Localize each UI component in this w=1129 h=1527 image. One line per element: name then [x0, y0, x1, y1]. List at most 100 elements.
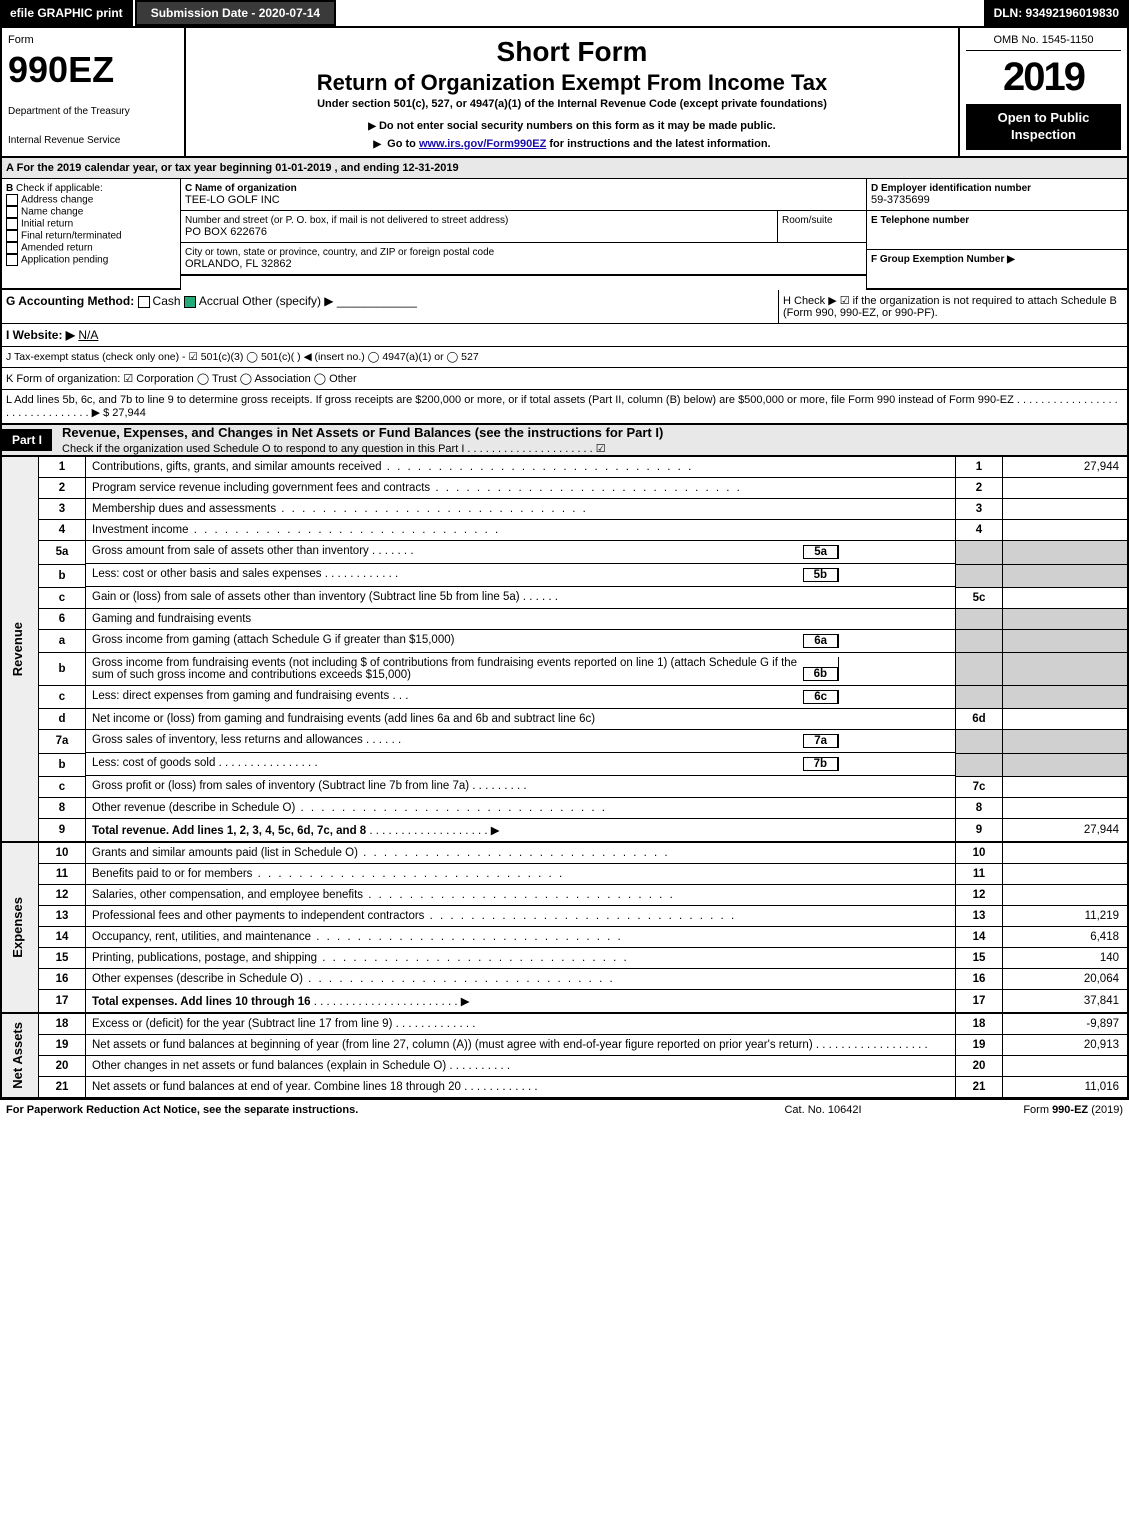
- line-i: I Website: ▶ N/A: [0, 324, 1129, 347]
- side-13: 13: [956, 905, 1003, 926]
- txt-19: Net assets or fund balances at beginning…: [86, 1034, 956, 1055]
- k-text: K Form of organization: ☑ Corporation ◯ …: [2, 368, 1127, 389]
- g-other: Other (specify): [242, 294, 321, 308]
- txt-11: Benefits paid to or for members: [86, 863, 956, 884]
- form-header: Form 990EZ Department of the Treasury In…: [0, 28, 1129, 158]
- chk-accrual[interactable]: [184, 296, 196, 308]
- chk-address[interactable]: [6, 194, 18, 206]
- num-13: 13: [39, 905, 86, 926]
- part1-checknote: Check if the organization used Schedule …: [62, 443, 606, 455]
- row-9: 9 Total revenue. Add lines 1, 2, 3, 4, 5…: [1, 818, 1128, 842]
- row-5a: 5a Gross amount from sale of assets othe…: [1, 541, 1128, 565]
- row-6c: c Less: direct expenses from gaming and …: [1, 686, 1128, 709]
- chk-initial[interactable]: [6, 218, 18, 230]
- side-12: 12: [956, 884, 1003, 905]
- txt-3: Membership dues and assessments: [86, 499, 956, 520]
- row-21: 21 Net assets or fund balances at end of…: [1, 1076, 1128, 1098]
- side-6d: 6d: [956, 709, 1003, 730]
- amt-5b: [1003, 564, 1129, 587]
- side-5b: [956, 564, 1003, 587]
- txt-8: Other revenue (describe in Schedule O): [86, 797, 956, 818]
- footer-right: Form 990-EZ (2019): [923, 1104, 1123, 1116]
- amt-6a: [1003, 629, 1129, 653]
- j-text: J Tax-exempt status (check only one) - ☑…: [2, 347, 1127, 367]
- row-16: 16 Other expenses (describe in Schedule …: [1, 968, 1128, 989]
- amt-7b: [1003, 753, 1129, 776]
- opt-name: Name change: [21, 207, 83, 218]
- num-16: 16: [39, 968, 86, 989]
- num-7a: 7a: [39, 730, 86, 754]
- side-6b: [956, 653, 1003, 686]
- num-7c: c: [39, 776, 86, 797]
- g-accrual: Accrual: [199, 294, 239, 308]
- chk-cash[interactable]: [138, 296, 150, 308]
- ssn-warning: Do not enter social security numbers on …: [192, 120, 952, 132]
- side-6c: [956, 686, 1003, 709]
- txt-6: Gaming and fundraising events: [86, 608, 956, 629]
- efile-print-button[interactable]: efile GRAPHIC print: [0, 0, 135, 26]
- amt-6b: [1003, 653, 1129, 686]
- num-12: 12: [39, 884, 86, 905]
- f-group-label: F Group Exemption Number ▶: [871, 254, 1123, 265]
- num-17: 17: [39, 989, 86, 1013]
- tax-year: 2019: [966, 55, 1121, 100]
- goto-suffix: for instructions and the latest informat…: [549, 138, 770, 150]
- g-cash: Cash: [153, 294, 181, 308]
- side-18: 18: [956, 1013, 1003, 1035]
- row-4: 4 Investment income 4: [1, 520, 1128, 541]
- row-13: 13 Professional fees and other payments …: [1, 905, 1128, 926]
- part1-title: Revenue, Expenses, and Changes in Net As…: [52, 425, 1127, 455]
- row-19: 19 Net assets or fund balances at beginn…: [1, 1034, 1128, 1055]
- txt-7b: Less: cost of goods sold . . . . . . . .…: [86, 753, 955, 776]
- org-name: TEE-LO GOLF INC: [185, 194, 862, 206]
- amt-13: 11,219: [1003, 905, 1129, 926]
- chk-final[interactable]: [6, 230, 18, 242]
- txt-6d: Net income or (loss) from gaming and fun…: [86, 709, 956, 730]
- side-5c: 5c: [956, 587, 1003, 608]
- amt-14: 6,418: [1003, 926, 1129, 947]
- city-label: City or town, state or province, country…: [185, 247, 862, 258]
- side-14: 14: [956, 926, 1003, 947]
- row-15: 15 Printing, publications, postage, and …: [1, 947, 1128, 968]
- txt-7c: Gross profit or (loss) from sales of inv…: [86, 776, 956, 797]
- website-value: N/A: [78, 328, 98, 342]
- irs-link[interactable]: www.irs.gov/Form990EZ: [419, 138, 546, 150]
- street-label: Number and street (or P. O. box, if mail…: [185, 215, 773, 226]
- chk-app[interactable]: [6, 254, 18, 266]
- amt-3: [1003, 499, 1129, 520]
- txt-13: Professional fees and other payments to …: [86, 905, 956, 926]
- line-h: H Check ▶ ☑ if the organization is not r…: [778, 290, 1127, 323]
- amt-16: 20,064: [1003, 968, 1129, 989]
- num-6c: c: [39, 686, 86, 709]
- ein: 59-3735699: [871, 194, 1123, 206]
- chk-amended[interactable]: [6, 242, 18, 254]
- side-6a: [956, 629, 1003, 653]
- num-14: 14: [39, 926, 86, 947]
- txt-6b: Gross income from fundraising events (no…: [86, 653, 955, 686]
- num-9: 9: [39, 818, 86, 842]
- g-label: G Accounting Method:: [6, 294, 134, 308]
- amt-6: [1003, 608, 1129, 629]
- amt-5a: [1003, 541, 1129, 565]
- num-5c: c: [39, 587, 86, 608]
- period-text: For the 2019 calendar year, or tax year …: [17, 162, 459, 174]
- side-7c: 7c: [956, 776, 1003, 797]
- amt-19: 20,913: [1003, 1034, 1129, 1055]
- side-7a: [956, 730, 1003, 754]
- num-6d: d: [39, 709, 86, 730]
- txt-5b: Less: cost or other basis and sales expe…: [86, 564, 955, 587]
- row-6b: b Gross income from fundraising events (…: [1, 653, 1128, 686]
- chk-name[interactable]: [6, 206, 18, 218]
- amt-11: [1003, 863, 1129, 884]
- footer: For Paperwork Reduction Act Notice, see …: [0, 1099, 1129, 1120]
- row-5c: c Gain or (loss) from sale of assets oth…: [1, 587, 1128, 608]
- num-1: 1: [39, 457, 86, 478]
- side-7b: [956, 753, 1003, 776]
- col-d: D Employer identification number 59-3735…: [867, 179, 1127, 290]
- e-tel-label: E Telephone number: [871, 215, 1123, 226]
- row-8: 8 Other revenue (describe in Schedule O)…: [1, 797, 1128, 818]
- d-ein-label: D Employer identification number: [871, 183, 1123, 194]
- col-b: B Check if applicable: Address change Na…: [2, 179, 181, 290]
- txt-7a: Gross sales of inventory, less returns a…: [86, 730, 955, 753]
- part1-band: Part I: [2, 429, 52, 451]
